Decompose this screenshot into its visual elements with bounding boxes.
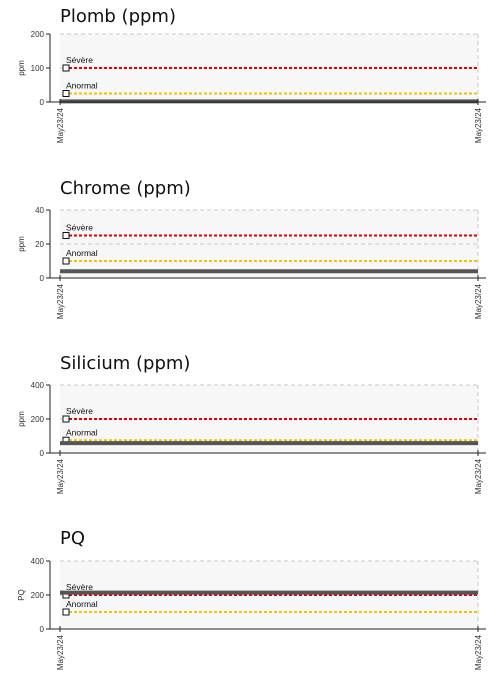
threshold-label: Anormal [66,427,98,437]
y-tick-label: 0 [40,98,45,107]
plot-area [60,210,478,278]
x-tick-label: May23/24 [56,107,65,143]
chart-panel-pq: PQ 0 200 400 PQ Sévère Anormal May23/24 May23/2… [0,525,496,678]
chart-panel-silicium: Silicium (ppm) 0 200 400 ppm Sévère Anormal Ma… [0,350,496,520]
chart-title: Chrome (ppm) [60,178,191,199]
y-tick-label: 0 [40,449,45,458]
threshold-marker [62,608,70,616]
y-axis-label: ppm [17,60,26,76]
threshold-marker [62,90,70,97]
chart-panel-plomb: Plomb (ppm) 0 100 200 ppm Sévère Anormal May23… [0,0,496,170]
threshold-label: Anormal [66,81,98,91]
y-tick-label: 200 [31,415,45,424]
threshold-marker [62,64,70,72]
x-tick-label: May23/24 [474,283,483,319]
x-tick-label: May23/24 [56,283,65,319]
y-tick-label: 200 [31,591,45,600]
y-tick-label: 400 [31,381,45,390]
threshold-label: Sévère [66,223,93,233]
y-tick-label: 0 [40,625,45,634]
y-tick-label: 400 [31,557,45,566]
chart-svg: 0 100 200 ppm Sévère Anormal May23/24 May23/24 [17,30,486,143]
x-tick-label: May23/24 [474,458,483,494]
x-tick-label: May23/24 [474,107,483,143]
y-tick-label: 200 [31,30,45,39]
chart-svg: 0 200 400 ppm Sévère Anormal May23/24 May23/24 [17,381,486,494]
y-axis-label: ppm [17,236,26,252]
threshold-label: Anormal [66,599,98,609]
y-tick-label: 20 [35,240,44,249]
x-tick-label: May23/24 [56,634,65,670]
x-tick-label: May23/24 [474,634,483,670]
chart-svg: 0 20 40 ppm Sévère Anormal May23/24 May23/24 [17,206,486,319]
chart-panel-chrome: Chrome (ppm) 0 20 40 ppm Sévère Anormal May23/… [0,175,496,345]
y-tick-label: 100 [31,64,45,73]
chart-title: Plomb (ppm) [60,6,176,27]
chart-svg: 0 200 400 PQ Sévère Anormal May23/24 May23/24 [17,557,486,670]
x-tick-label: May23/24 [56,458,65,494]
threshold-label: Anormal [66,248,98,258]
threshold-label: Sévère [66,406,93,416]
threshold-label: Sévère [66,55,93,65]
chart-title: Silicium (ppm) [60,353,191,374]
threshold-label: Sévère [66,582,93,592]
chart-title: PQ [60,528,86,549]
threshold-marker [62,257,70,265]
y-axis-label: PQ [17,589,26,601]
y-tick-label: 40 [35,206,44,215]
threshold-marker [62,415,70,423]
y-tick-label: 0 [40,274,45,283]
y-axis-label: ppm [17,411,26,427]
threshold-marker [62,232,70,239]
